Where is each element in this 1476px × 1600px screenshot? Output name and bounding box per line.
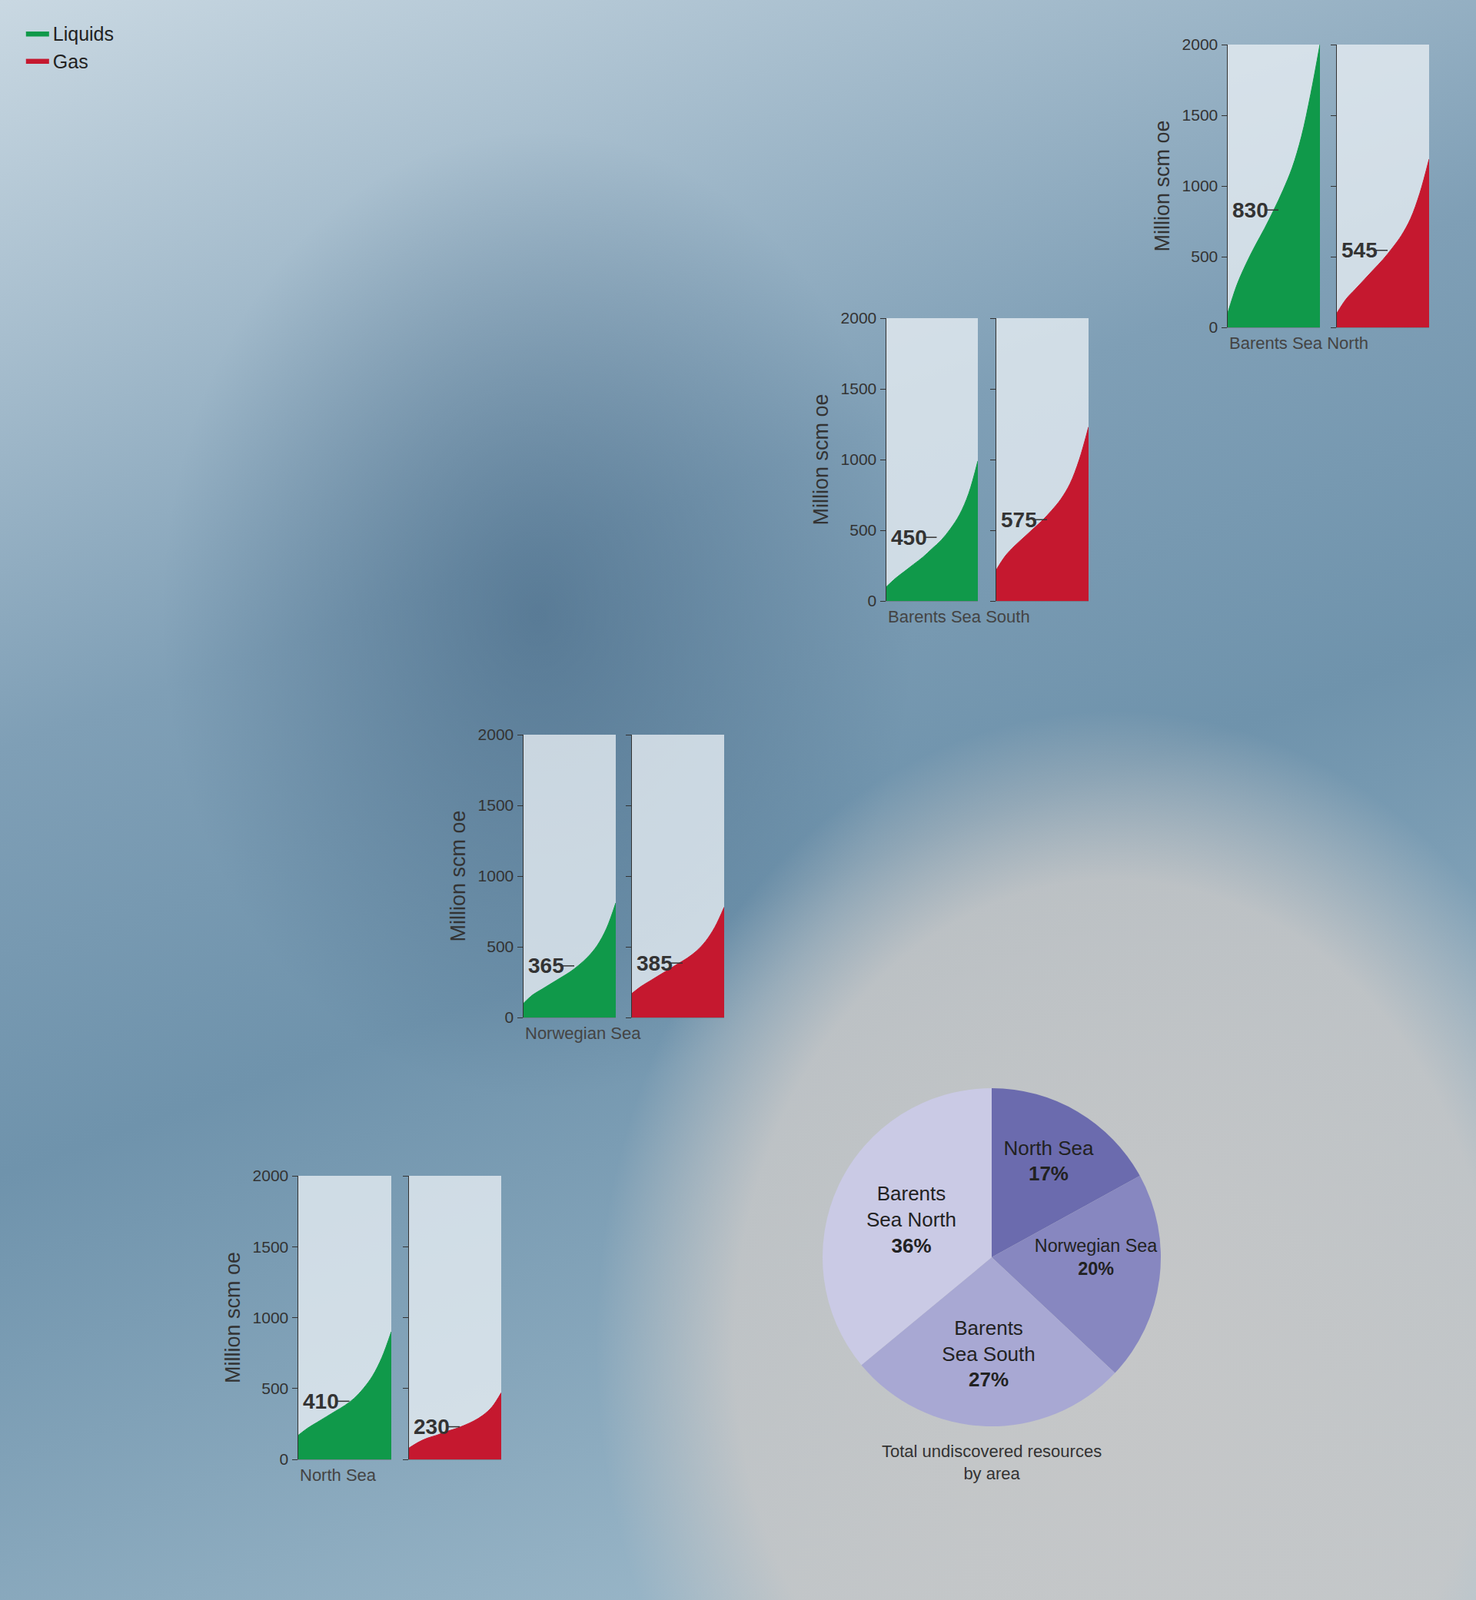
svg-text:545: 545	[1341, 238, 1378, 263]
svg-text:North Sea17%: North Sea17%	[1003, 1136, 1094, 1187]
svg-text:830: 830	[1232, 198, 1269, 223]
svg-text:Barents Sea South: Barents Sea South	[887, 607, 1031, 627]
svg-text:Norwegian Sea: Norwegian Sea	[525, 1023, 642, 1044]
svg-text:1500: 1500	[841, 379, 878, 398]
svg-text:BarentsSea South27%: BarentsSea South27%	[941, 1316, 1035, 1393]
svg-text:365: 365	[528, 954, 565, 978]
svg-text:385: 385	[636, 951, 673, 976]
svg-text:450: 450	[890, 525, 928, 550]
svg-text:0: 0	[867, 591, 878, 610]
svg-text:Million scm oe: Million scm oe	[809, 393, 833, 526]
svg-text:1000: 1000	[1182, 176, 1219, 195]
svg-text:500: 500	[1190, 247, 1218, 266]
svg-text:Liquids: Liquids	[53, 23, 114, 45]
svg-text:500: 500	[486, 937, 514, 956]
svg-text:0: 0	[1209, 318, 1219, 336]
svg-text:Million scm oe: Million scm oe	[446, 810, 470, 942]
svg-text:575: 575	[1000, 508, 1038, 532]
svg-text:2000: 2000	[478, 725, 515, 744]
svg-text:0: 0	[505, 1008, 515, 1027]
svg-text:North Sea: North Sea	[299, 1466, 377, 1486]
svg-text:2000: 2000	[841, 309, 878, 327]
svg-text:Million scm oe: Million scm oe	[221, 1252, 245, 1384]
svg-text:Gas: Gas	[53, 50, 89, 73]
svg-text:0: 0	[279, 1450, 290, 1469]
svg-text:230: 230	[413, 1415, 450, 1440]
svg-text:Barents Sea North: Barents Sea North	[1229, 333, 1369, 353]
svg-text:500: 500	[261, 1379, 289, 1398]
svg-text:1000: 1000	[841, 450, 878, 469]
svg-text:Norwegian Sea20%: Norwegian Sea20%	[1034, 1236, 1158, 1280]
svg-text:1500: 1500	[478, 796, 515, 815]
svg-text:Million scm oe: Million scm oe	[1150, 119, 1174, 252]
svg-text:2000: 2000	[1182, 35, 1219, 54]
svg-text:500: 500	[849, 521, 877, 539]
svg-text:BarentsSea North36%: BarentsSea North36%	[866, 1182, 957, 1258]
svg-text:1500: 1500	[252, 1238, 290, 1257]
svg-text:Total undiscovered resourcesby: Total undiscovered resourcesby area	[881, 1442, 1102, 1484]
svg-text:1500: 1500	[1182, 106, 1219, 124]
svg-text:1000: 1000	[252, 1309, 290, 1327]
svg-text:410: 410	[302, 1389, 340, 1414]
svg-text:2000: 2000	[252, 1166, 290, 1185]
svg-text:1000: 1000	[478, 867, 515, 885]
